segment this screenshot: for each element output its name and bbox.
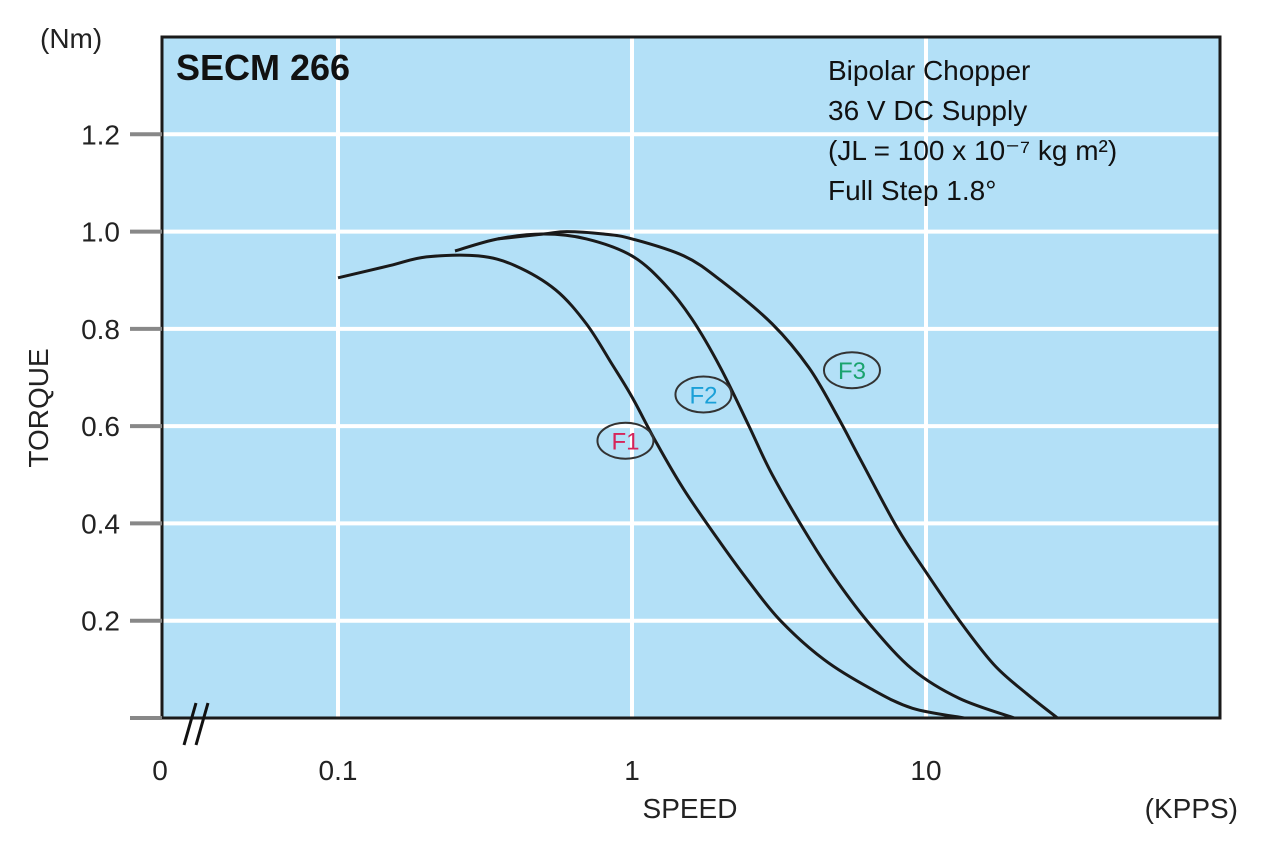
- curve-label-f3: F3: [822, 351, 881, 390]
- condition-inertia: (JL = 100 x 10⁻⁷ kg m²): [828, 135, 1117, 166]
- test-conditions: Bipolar Chopper 36 V DC Supply (JL = 100…: [828, 55, 1117, 206]
- chart-title: SECM 266: [176, 47, 350, 88]
- y-tick-label: 0.8: [81, 314, 120, 345]
- condition-supply: 36 V DC Supply: [828, 95, 1027, 126]
- curve-label-text: F1: [611, 429, 639, 456]
- curves: F1 F2 F3: [337, 230, 1059, 720]
- y-tick-label: 0.6: [81, 411, 120, 442]
- x-tick-label: 1: [624, 755, 640, 786]
- curve-label-f1: F1: [596, 421, 655, 460]
- y-tick-label: 0.4: [81, 508, 120, 539]
- plot-frame: [160, 35, 1222, 720]
- curve-label-ring: [822, 351, 881, 390]
- x-axis-unit: (KPPS): [1145, 793, 1238, 824]
- y-tick-label: 0.2: [81, 606, 120, 637]
- x-tick-label: 10: [910, 755, 941, 786]
- condition-step: Full Step 1.8°: [828, 175, 996, 206]
- curve-label-ring: [596, 421, 655, 460]
- axis-ticks: 0.2 0.4 0.6 0.8 1.0 1.2 0.1 1 10: [81, 119, 942, 786]
- y-tick-label: 1.2: [81, 119, 120, 150]
- x-zero-label: 0: [152, 755, 168, 786]
- x-axis-label: SPEED: [643, 793, 738, 824]
- y-tick-label: 1.0: [81, 217, 120, 248]
- curve-label-ring: [674, 375, 733, 414]
- y-axis-label: TORQUE: [23, 348, 54, 467]
- curve-label-f2: F2: [674, 375, 733, 414]
- curve-f3: [497, 230, 1059, 720]
- axis-break-mark: [182, 702, 210, 746]
- curve-label-text: F3: [838, 358, 866, 385]
- grid-lines: [162, 37, 1220, 718]
- curve-f2: [454, 232, 1015, 720]
- curve-f1: [337, 253, 965, 720]
- condition-drive: Bipolar Chopper: [828, 55, 1030, 86]
- curve-label-text: F2: [689, 383, 717, 410]
- y-axis-unit: (Nm): [40, 23, 102, 54]
- x-tick-label: 0.1: [319, 755, 358, 786]
